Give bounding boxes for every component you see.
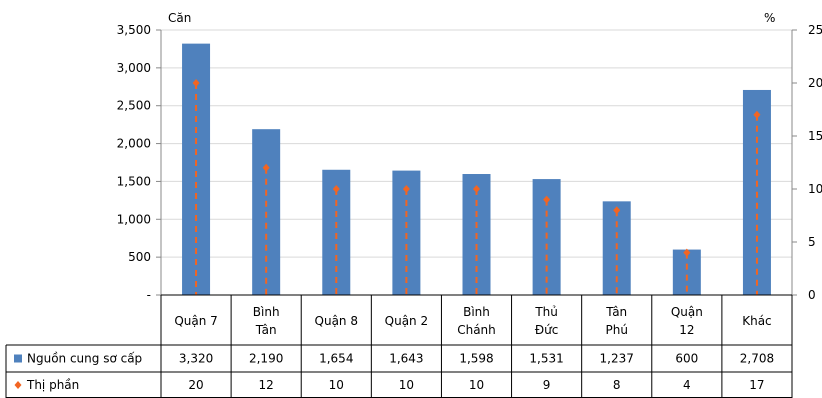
left-tick-label: 500 bbox=[128, 250, 151, 264]
legend-swatch-1 bbox=[14, 381, 22, 389]
category-label-1: Bình bbox=[253, 305, 280, 319]
table-value-0-8: 2,708 bbox=[740, 352, 774, 366]
table-value-0-0: 3,320 bbox=[179, 352, 213, 366]
table-value-0-2: 1,654 bbox=[319, 352, 353, 366]
left-tick-label: 3,000 bbox=[117, 61, 151, 75]
share-marker-5 bbox=[543, 195, 551, 204]
legend-label-0: Nguồn cung sơ cấp bbox=[27, 352, 142, 366]
right-tick-label: 15 bbox=[808, 129, 822, 143]
right-tick-label: 10 bbox=[808, 182, 822, 196]
table-value-1-1: 12 bbox=[259, 378, 274, 392]
category-label-7: Quận bbox=[671, 305, 703, 319]
left-tick-label: 3,500 bbox=[117, 23, 151, 37]
table-value-1-0: 20 bbox=[188, 378, 203, 392]
share-marker-7 bbox=[683, 248, 691, 257]
share-marker-8 bbox=[753, 110, 761, 119]
left-tick-label: 2,000 bbox=[117, 137, 151, 151]
right-axis-unit: % bbox=[764, 11, 775, 25]
table-value-1-3: 10 bbox=[399, 378, 414, 392]
data-table: Quận 7 Bình Tân Quận 8 Quận 2 Bình Chánh Thủ Đức… bbox=[5, 294, 793, 398]
share-marker-2 bbox=[332, 185, 340, 193]
left-tick-label: 1,500 bbox=[117, 174, 151, 188]
category-label-0: Quận 7 bbox=[174, 314, 217, 328]
legend-swatch-0 bbox=[14, 354, 22, 363]
category-label-6: Tân bbox=[605, 305, 627, 319]
share-marker-1 bbox=[262, 163, 270, 172]
category-label-4: Chánh bbox=[457, 323, 496, 337]
table-value-0-1: 2,190 bbox=[249, 352, 283, 366]
category-label-7: 12 bbox=[679, 323, 694, 337]
category-label-1: Tân bbox=[255, 323, 277, 337]
table-value-1-6: 8 bbox=[613, 378, 621, 392]
category-label-4: Bình bbox=[463, 305, 490, 319]
left-tick-label: 1,000 bbox=[117, 212, 151, 226]
category-label-5: Đức bbox=[535, 323, 559, 337]
table-value-0-4: 1,598 bbox=[459, 352, 493, 366]
bar-series bbox=[182, 43, 771, 295]
share-marker-0 bbox=[192, 79, 200, 87]
category-label-8: Khác bbox=[742, 314, 771, 328]
legend-label-1: Thị phần bbox=[26, 378, 79, 392]
share-marker-4 bbox=[473, 185, 480, 193]
category-label-5: Thủ bbox=[534, 305, 558, 319]
left-axis-unit: Căn bbox=[168, 11, 191, 25]
right-tick-label: 0 bbox=[808, 288, 816, 302]
category-label-2: Quận 8 bbox=[315, 314, 358, 328]
table-value-0-7: 600 bbox=[675, 352, 698, 366]
share-marker-6 bbox=[613, 206, 621, 215]
table-value-1-2: 10 bbox=[329, 378, 344, 392]
right-tick-label: 20 bbox=[808, 76, 822, 90]
table-value-0-5: 1,531 bbox=[529, 352, 563, 366]
left-tick-label: 2,500 bbox=[117, 99, 151, 113]
category-label-3: Quận 2 bbox=[385, 314, 428, 328]
table-value-1-5: 9 bbox=[543, 378, 551, 392]
right-tick-label: 5 bbox=[808, 235, 816, 249]
share-marker-3 bbox=[402, 185, 410, 193]
axes: - 500 1,000 1,500 2,000 2,500 3,000 3,500 0 5 10 15… bbox=[117, 23, 822, 302]
table-value-1-4: 10 bbox=[469, 378, 484, 392]
category-label-6: Phú bbox=[605, 323, 627, 337]
share-series bbox=[192, 79, 761, 295]
left-tick-label: - bbox=[147, 288, 151, 302]
table-value-0-6: 1,237 bbox=[600, 352, 634, 366]
right-tick-label: 25 bbox=[808, 23, 822, 37]
table-value-1-7: 4 bbox=[683, 378, 691, 392]
table-value-0-3: 1,643 bbox=[389, 352, 423, 366]
table-value-1-8: 17 bbox=[749, 378, 764, 392]
